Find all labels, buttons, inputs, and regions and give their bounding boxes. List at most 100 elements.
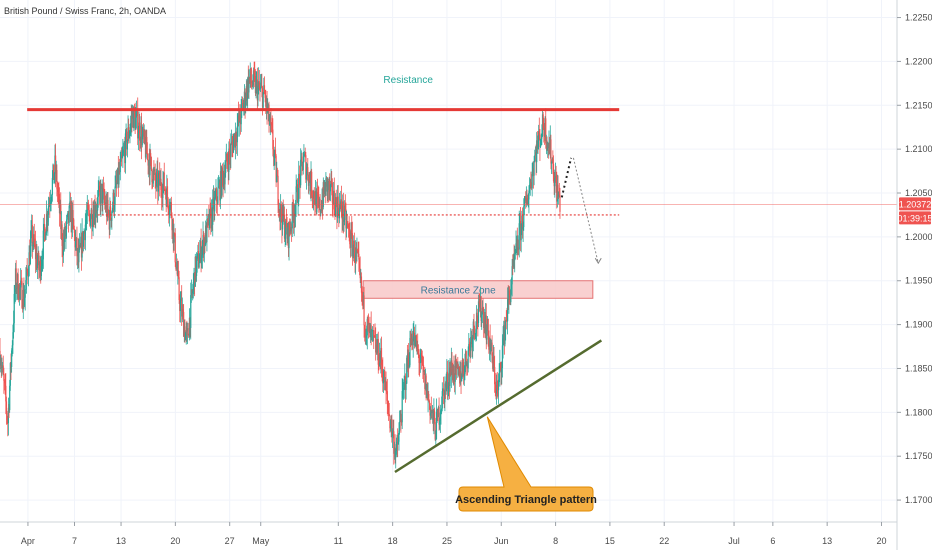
ascending-triangle-callout[interactable]: Ascending Triangle pattern [455, 416, 597, 512]
price-axis[interactable]: 1.22500 1.22000 1.21500 1.21000 1.20500 1.200… [897, 13, 932, 506]
candle-body [477, 301, 480, 323]
candle-body [186, 330, 188, 332]
candle-body [166, 186, 169, 199]
candle-body [212, 197, 214, 199]
candle-body [402, 389, 404, 392]
candle-body [402, 388, 405, 390]
candle-body [179, 300, 182, 312]
resistance-zone[interactable]: Resistance Zone [362, 280, 594, 299]
candle-body [460, 371, 462, 382]
candle-body [310, 171, 312, 192]
candle-body [377, 339, 379, 353]
candle-body [485, 315, 487, 340]
candle-body [499, 362, 502, 364]
candle-body [112, 192, 114, 208]
candle-body [268, 104, 270, 125]
callout-bubble[interactable] [458, 416, 594, 512]
candle-body [100, 185, 102, 206]
candle-body [484, 320, 486, 335]
candle-body [281, 205, 284, 230]
dotted-up-projection [560, 157, 573, 198]
candle-body [210, 209, 212, 229]
candle-body [327, 181, 329, 192]
candle-body [355, 247, 357, 254]
candle-body [212, 198, 214, 225]
candle-body [101, 184, 103, 204]
candle-body [496, 384, 498, 389]
candle-body [18, 297, 20, 300]
candle-body [408, 365, 410, 367]
candle-body [556, 184, 558, 202]
candle-body [444, 383, 446, 403]
candle-body [204, 238, 206, 245]
candle-body [272, 129, 274, 150]
candle-body [110, 218, 112, 221]
candle-body [203, 234, 205, 255]
candle-body [311, 195, 313, 197]
candle-body [500, 363, 502, 372]
candle-body [473, 321, 475, 329]
candle-body [91, 224, 94, 227]
candle-body [347, 225, 350, 228]
candle-body [159, 173, 161, 186]
candle-body [374, 335, 376, 337]
candle-body [27, 276, 30, 277]
candle-body [107, 200, 109, 212]
candle-body [371, 330, 374, 332]
candle-body [60, 204, 62, 230]
candle-body [20, 280, 22, 288]
candle-body [300, 159, 302, 186]
candle-body [185, 330, 187, 334]
candle-body [97, 191, 99, 198]
candle-body [64, 226, 66, 237]
candle-body [156, 170, 158, 175]
candle-body [497, 388, 499, 391]
candle-body [2, 365, 4, 375]
candle-body [319, 198, 321, 213]
candle-body [47, 214, 49, 222]
candle-body [329, 180, 331, 192]
candle-body [541, 114, 544, 137]
candle-body [201, 245, 203, 256]
candle-body [198, 262, 200, 268]
candle-body [404, 376, 406, 380]
candle-body [23, 297, 26, 306]
resistance-zone-box[interactable] [362, 280, 594, 299]
candle-body [3, 380, 6, 384]
candle-body [393, 447, 396, 454]
candle-body [545, 118, 547, 144]
candle-body [483, 320, 485, 328]
candle-body [493, 357, 495, 367]
candle-body [159, 178, 161, 186]
candle-body [88, 210, 90, 215]
candle-body [220, 171, 222, 196]
candle-body [191, 289, 193, 294]
candle-body [499, 362, 501, 373]
candle-body [538, 131, 540, 141]
candle-body [232, 144, 234, 153]
candle-body [256, 79, 258, 81]
candle-body [419, 361, 421, 363]
candle-body [43, 224, 45, 231]
candle-body [323, 182, 325, 195]
candle-body [158, 173, 160, 179]
candle-body [509, 295, 511, 303]
candle-body [389, 416, 391, 429]
candle-body [100, 184, 103, 186]
candle-body [13, 293, 15, 324]
candle-body [132, 110, 134, 128]
candle-body [197, 251, 199, 254]
x-tick-label: 13 [822, 536, 832, 546]
candle-body [554, 178, 556, 187]
candle-body [134, 113, 136, 130]
candle-body [179, 300, 181, 312]
candle-body [508, 290, 511, 296]
time-axis[interactable]: Apr 7 13 20 27 May 11 18 25 Jun 8 15 22 Jul 6 13 20 [21, 522, 887, 546]
candle-body [465, 351, 467, 366]
x-tick-label: 15 [605, 536, 615, 546]
candle-body [9, 362, 11, 386]
candle-body [51, 177, 53, 195]
candle-body [280, 204, 282, 217]
candle-body [455, 360, 458, 369]
